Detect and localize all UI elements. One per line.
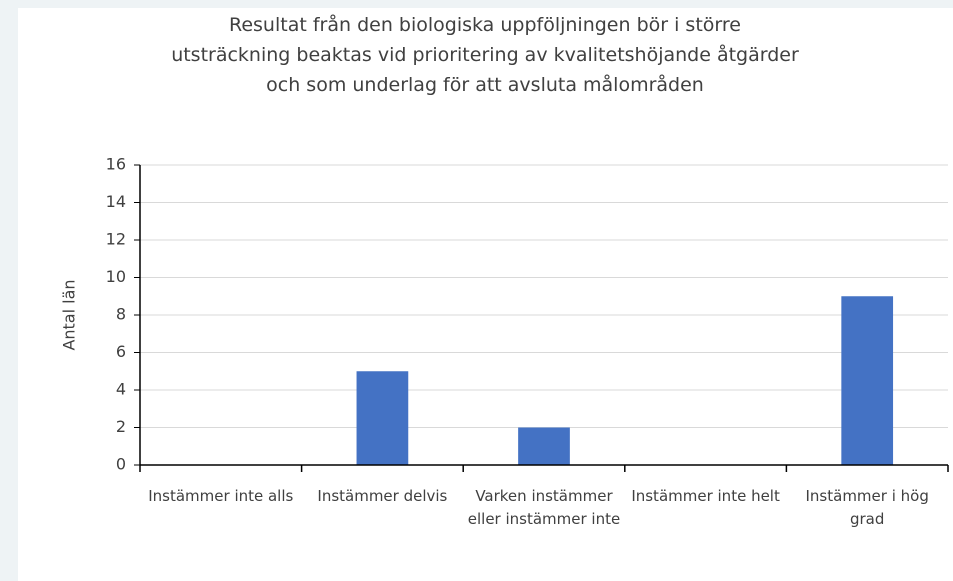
bar xyxy=(356,371,409,465)
y-tick-label: 14 xyxy=(106,192,126,211)
y-tick-label: 8 xyxy=(116,305,126,324)
x-tick-label: Instämmer i hög grad xyxy=(805,487,929,528)
y-axis-label: Antal län xyxy=(60,279,79,350)
y-tick-label: 12 xyxy=(106,230,126,249)
bar xyxy=(518,427,570,465)
x-tick-label: Instämmer inte helt xyxy=(631,487,780,505)
x-tick-label: Instämmer inte alls xyxy=(148,487,294,505)
y-tick-label: 16 xyxy=(106,155,126,174)
y-tick-label: 2 xyxy=(116,417,126,436)
y-tick-label: 6 xyxy=(116,342,126,361)
y-tick-label: 0 xyxy=(116,455,126,474)
chart-panel xyxy=(18,8,953,581)
bar xyxy=(841,296,894,465)
y-tick-label: 10 xyxy=(106,267,126,286)
chart-title: Resultat från den biologiska uppföljning… xyxy=(171,14,799,96)
x-tick-label: Varken instämmer eller instämmer inte xyxy=(467,487,621,528)
x-tick-label: Instämmer delvis xyxy=(317,487,448,505)
y-tick-label: 4 xyxy=(116,380,126,399)
